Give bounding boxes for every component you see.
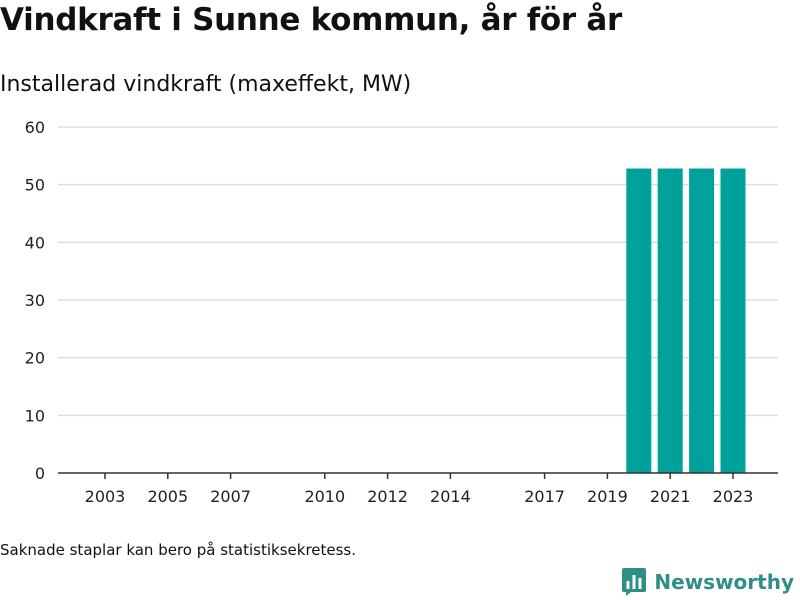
bar-2020 xyxy=(626,168,652,473)
brand-name: Newsworthy xyxy=(654,570,794,594)
chart-subtitle: Installerad vindkraft (maxeffekt, MW) xyxy=(0,72,412,97)
bar-2023 xyxy=(720,168,746,473)
x-axis-ticks: 2003 2005 2007 2010 2012 2014 2017 2019 2021 2023 xyxy=(85,473,754,506)
chart-title: Vindkraft i Sunne kommun, år för år xyxy=(0,2,622,38)
y-tick-label: 60 xyxy=(25,118,45,137)
bar-2021 xyxy=(657,168,683,473)
footnote: Saknade staplar kan bero på statistiksek… xyxy=(0,541,357,559)
y-tick-label: 30 xyxy=(25,291,45,310)
x-tick-label: 2021 xyxy=(650,487,691,506)
y-tick-label: 40 xyxy=(25,233,45,252)
x-tick-label: 2012 xyxy=(367,487,408,506)
y-tick-label: 20 xyxy=(25,349,45,368)
y-tick-label: 0 xyxy=(35,464,45,483)
x-tick-label: 2007 xyxy=(210,487,251,506)
x-tick-label: 2019 xyxy=(587,487,628,506)
bar-2022 xyxy=(689,168,715,473)
x-tick-label: 2010 xyxy=(304,487,345,506)
x-tick-label: 2005 xyxy=(147,487,188,506)
y-axis-ticks: 0 10 20 30 40 50 60 xyxy=(25,118,45,483)
brand-logo[interactable]: Newsworthy xyxy=(622,568,794,596)
y-tick-label: 50 xyxy=(25,176,45,195)
x-tick-label: 2014 xyxy=(430,487,471,506)
x-tick-label: 2003 xyxy=(85,487,126,506)
y-tick-label: 10 xyxy=(25,406,45,425)
bars xyxy=(626,168,746,473)
x-tick-label: 2017 xyxy=(524,487,565,506)
newsworthy-logo-icon xyxy=(622,568,647,596)
x-tick-label: 2023 xyxy=(713,487,754,506)
